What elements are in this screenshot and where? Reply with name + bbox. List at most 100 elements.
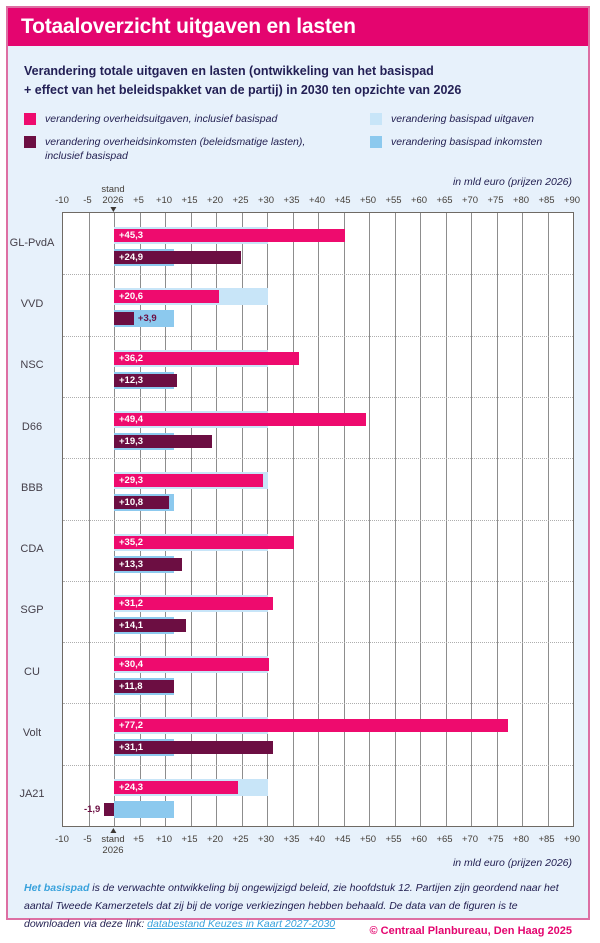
footnote-body: is de verwachte ontwikkeling bij ongewij… [24,882,559,930]
page-title: Totaaloverzicht uitgaven en lasten [21,15,356,38]
group-separator [63,703,573,705]
party-label-SGP: SGP [20,604,44,617]
axis-tick-label: +80 [512,195,530,206]
x-axis-bottom: -10 -5 stand 2026 +5 +10 +15 +20 +25 +30 +35 +40 +45… [55,825,580,859]
axis-tick-label: +25 [232,834,249,845]
group-separator [63,642,573,644]
axis-tick-label: +75 [487,834,504,845]
bar-value-label: +35,2 [119,536,144,548]
group-separator [63,274,573,276]
bar-inkomsten-CU: +11,8 [114,680,175,694]
axis-tick-label: +20 [206,195,224,206]
bar-value-label: +36,2 [119,352,144,364]
bar-uitgaven-JA21: +24,3 [114,780,238,794]
axis-zero-marker: stand 2026 [101,184,125,212]
axis-tick-label: +90 [563,834,581,845]
party-label-CU: CU [24,665,40,678]
legend-swatch-overheidsinkomsten [24,136,36,149]
title-banner: Totaaloverzicht uitgaven en lasten [8,8,588,46]
bar-uitgaven-VVD: +20,6 [114,290,220,304]
axis-zero-line1: stand [101,834,125,845]
party-label-NSC: NSC [20,359,44,372]
group-separator [63,458,573,460]
bar-value-label: +29,3 [119,475,144,487]
axis-zero-line1: stand [101,184,125,195]
axis-tick-label: +50 [359,834,377,845]
group-separator [63,580,573,582]
axis-tick-label: +55 [385,195,402,206]
legend-label-basispad-uitgaven: verandering basispad uitgaven [391,113,535,125]
legend-swatch-overheidsuitgaven [24,113,36,125]
bar-inkomsten-NSC: +12,3 [114,373,177,387]
axis-tick-label: +40 [308,834,326,845]
axis-tick-label: +85 [538,195,555,206]
group-separator [63,335,573,337]
bar-value-label: +24,3 [119,781,144,793]
axis-tick-label: +30 [257,195,275,206]
bar-inkomsten-SGP: +14,1 [114,618,186,632]
axis-tick-label: -5 [83,195,92,206]
bar-uitgaven-BBB: +29,3 [114,474,264,488]
legend-item-overheidsuitgaven: verandering overheidsuitgaven, inclusief… [24,112,370,126]
bar-inkomsten-VVD [114,312,134,326]
axis-unit-label-bottom: in mld euro (prijzen 2026) [452,857,572,869]
bar-value-label: +13,3 [119,558,144,570]
bar-inkomsten-BBB: +10,8 [114,496,170,510]
bar-value-label: +77,2 [119,720,144,732]
axis-tick-label: +15 [181,834,198,845]
legend-label-basispad-inkomsten: verandering basispad inkomsten [391,136,543,149]
group-separator [63,519,573,521]
axis-tick-label: -5 [83,834,92,845]
footnote-download-link[interactable]: databestand Keuzes in Kaart 2027-2030 [147,917,336,930]
axis-tick-label: +20 [206,834,224,845]
chart-legend: verandering overheidsuitgaven, inclusief… [24,112,578,164]
bar-uitgaven-CDA: +35,2 [114,535,294,549]
bar-value-label: +49,4 [119,413,144,425]
bar-value-label: +14,1 [119,619,144,631]
axis-tick-label: +65 [436,195,453,206]
axis-tick-label: +45 [334,834,351,845]
legend-swatch-basispad-inkomsten [370,136,382,149]
bar-uitgaven-Volt: +77,2 [114,719,508,733]
bar-value-label: +20,6 [119,291,144,303]
footnote: Het basispad is de verwachte ontwikkelin… [24,880,574,934]
axis-tick-label: +85 [538,834,555,845]
axis-tick-label: +25 [232,195,249,206]
axis-tick-label: +15 [181,195,198,206]
bar-inkomsten-JA21 [104,802,114,816]
party-label-Volt: Volt [22,727,42,740]
figure-card: Totaaloverzicht uitgaven en lasten Veran… [6,6,590,930]
legend-label-overheidsuitgaven: verandering overheidsuitgaven, inclusief… [45,113,278,125]
bar-uitgaven-NSC: +36,2 [114,351,299,365]
axis-tick-label: -10 [55,195,69,206]
party-label-BBB: BBB [20,481,43,494]
party-label-JA21: JA21 [19,788,45,801]
legend-item-basispad-uitgaven: verandering basispad uitgaven [370,112,578,126]
bar-inkomsten-CDA: +13,3 [114,557,182,571]
axis-tick-label: +50 [359,195,377,206]
footnote-basispad-term: Het basispad [24,882,90,894]
party-label-VVD: VVD [20,297,44,310]
axis-tick-label: +65 [436,834,453,845]
subtitle-line-2: + effect van het beleidspakket van de pa… [24,82,462,97]
axis-tick-label: +5 [133,195,144,206]
bar-uitgaven-GL-PvdA: +45,3 [114,229,345,242]
bar-uitgaven-SGP: +31,2 [114,596,274,610]
axis-tick-label: +10 [155,195,173,206]
bar-value-label: +24,9 [119,252,144,263]
bar-value-label: +31,2 [119,597,144,609]
bar-value-label: +11,8 [119,681,143,693]
axis-tick-label: +70 [461,195,479,206]
axis-unit-label-top: in mld euro (prijzen 2026) [452,176,572,188]
legend-item-basispad-inkomsten: verandering basispad inkomsten [370,135,578,149]
x-axis-top: -10 -5 stand 2026 +5 +10 +15 +20 +25 +30 +35 +40 +45… [55,184,580,212]
axis-tick-label: +5 [133,834,144,845]
axis-zero-line2: 2026 [102,845,124,856]
axis-tick-label: +80 [512,834,530,845]
legend-swatch-basispad-uitgaven [370,113,382,125]
bar-inkomsten-D66: +19,3 [114,434,213,448]
legend-label-overheidsinkomsten: verandering overheidsinkomsten (beleidsm… [45,136,306,163]
axis-zero-marker: stand 2026 [101,828,125,856]
axis-tick-label: +30 [257,834,275,845]
